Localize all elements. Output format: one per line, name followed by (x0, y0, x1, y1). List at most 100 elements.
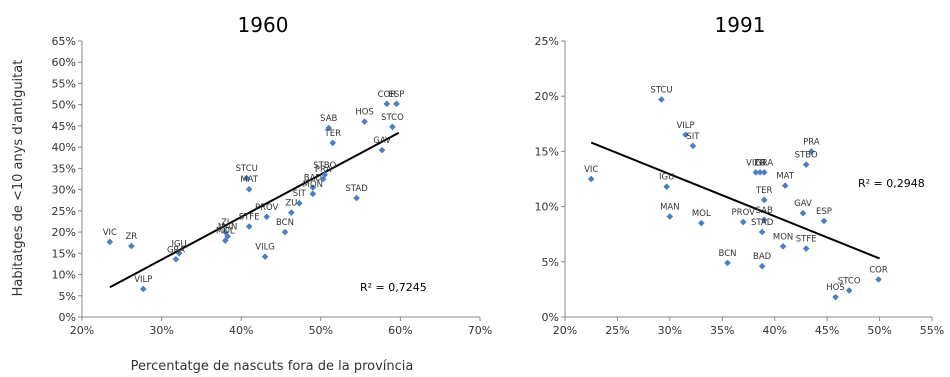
data-point-label: BAD (753, 252, 772, 262)
data-point (221, 237, 229, 244)
data-point (832, 293, 839, 301)
data-point (128, 242, 135, 250)
x-tick-label: 40% (229, 324, 253, 337)
data-point (802, 161, 810, 168)
data-point-label: ZI (221, 218, 229, 228)
data-point (361, 118, 368, 125)
y-tick-label: 30% (52, 184, 76, 197)
data-point (756, 169, 764, 176)
y-tick-label: 60% (52, 56, 76, 69)
data-point (309, 190, 317, 198)
x-tick-label: 30% (149, 324, 173, 337)
y-tick-label: 45% (52, 120, 76, 133)
data-point (760, 216, 768, 224)
data-point-label: GAV (373, 136, 391, 146)
data-point (325, 124, 333, 132)
data-point-label: MAT (776, 172, 794, 182)
data-point (389, 123, 396, 131)
data-point-label: HOS (355, 108, 373, 118)
data-point (758, 262, 766, 270)
data-point (353, 194, 360, 202)
y-tick-label: 0% (59, 311, 76, 324)
chart2-title: 1991 (715, 13, 766, 37)
data-point-label: HOS (826, 283, 844, 293)
data-point-label: GRA (755, 158, 773, 168)
data-point (175, 250, 183, 257)
data-point (682, 131, 689, 139)
data-point-label: STCO (838, 277, 861, 287)
data-point-label: SIT (686, 132, 700, 142)
x-tick-label: 20% (553, 324, 577, 337)
data-point (243, 174, 251, 182)
data-point-label: BAD (304, 173, 323, 183)
data-point (724, 259, 731, 267)
y-tick-label: 40% (52, 141, 76, 154)
data-point-label: STBO (313, 161, 336, 171)
data-point (393, 100, 400, 108)
data-point-label: VIC (103, 228, 117, 238)
y-tick-label: 10% (535, 201, 559, 214)
data-point-label: ZU (285, 199, 297, 209)
data-point (758, 228, 766, 236)
data-point (845, 287, 853, 294)
data-point-label: VIC (584, 165, 598, 175)
chart1-title: 1960 (238, 13, 289, 37)
x-tick-label: 55% (920, 324, 944, 337)
data-point (799, 209, 807, 217)
data-point-label: STCU (236, 164, 258, 174)
data-point-label: STCO (381, 113, 404, 123)
data-point-label: MAN (660, 203, 680, 213)
y-tick-label: 15% (52, 247, 76, 260)
data-point (319, 175, 327, 183)
data-point (245, 185, 253, 193)
data-point (760, 196, 768, 204)
data-point (663, 183, 671, 191)
data-point (689, 142, 697, 150)
data-point (752, 169, 760, 176)
data-point (808, 148, 815, 155)
data-point (329, 139, 337, 147)
data-point-label: GRA (167, 245, 185, 255)
data-point-label: TER (324, 129, 342, 139)
data-point-label: VILG (746, 158, 766, 168)
y-tick-label: 20% (535, 90, 559, 103)
data-point (263, 213, 270, 221)
data-point-label: ESP (388, 90, 404, 100)
data-point (261, 253, 269, 261)
x-axis-label: Percentatge de nascuts fora de la provín… (131, 359, 414, 374)
data-point-label: ESP (816, 207, 832, 217)
data-point (658, 96, 665, 103)
y-tick-label: 65% (52, 35, 76, 48)
x-tick-label: 50% (309, 324, 333, 337)
y-tick-label: 25% (52, 205, 76, 218)
data-point (781, 182, 789, 189)
data-point-label: SAB (320, 114, 337, 124)
data-point-label: BCN (719, 249, 737, 259)
x-tick-label: 50% (867, 324, 891, 337)
data-point-label: PROV (732, 208, 756, 218)
data-point-label: TER (755, 186, 773, 196)
y-tick-label: 0% (542, 311, 559, 324)
data-point (378, 146, 386, 154)
x-tick-label: 70% (468, 324, 492, 337)
y-tick-label: 20% (52, 226, 76, 239)
data-point-label: PRA (315, 165, 332, 175)
data-point-label: VILP (676, 121, 694, 131)
x-tick-label: 25% (605, 324, 629, 337)
data-point (309, 184, 317, 191)
data-point (779, 243, 787, 250)
data-point (221, 228, 229, 236)
data-point (587, 175, 595, 183)
data-point-label: SAB (756, 206, 773, 216)
data-point-label: STFE (796, 235, 817, 245)
data-point-label: ZR (754, 158, 766, 168)
data-point-label: STFE (239, 213, 260, 223)
data-point-label: VILP (134, 275, 152, 285)
data-point-label: STCU (650, 86, 672, 96)
data-point-label: BCN (276, 218, 294, 228)
data-point-label: COR (869, 265, 888, 275)
data-point-label: MOL (692, 209, 711, 219)
data-point (383, 100, 391, 108)
data-point-label: STAD (345, 184, 368, 194)
data-point-label: SIT (293, 189, 307, 199)
